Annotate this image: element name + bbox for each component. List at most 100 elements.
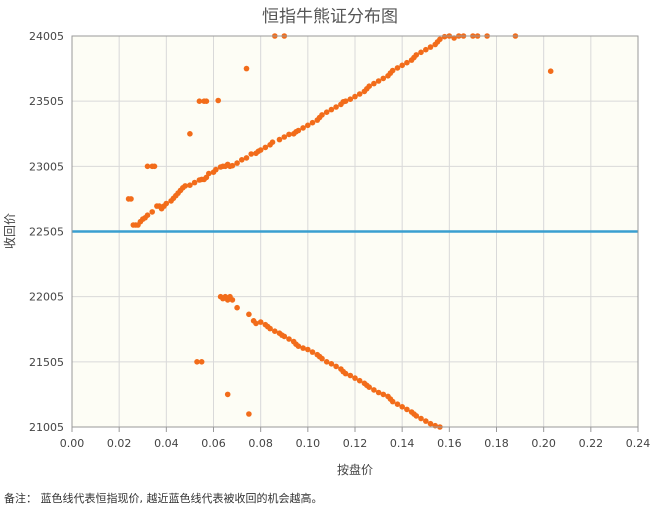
x-tick-label: 0.14 (390, 437, 415, 450)
y-tick-label: 21505 (29, 356, 64, 369)
bull-point (128, 196, 134, 202)
bull-point (300, 125, 306, 131)
bear-point (319, 355, 325, 362)
bull-point (269, 139, 276, 145)
bear-point (418, 415, 424, 422)
bull-point (371, 80, 377, 87)
x-tick-label: 0.24 (626, 437, 651, 450)
bull-point (286, 131, 292, 138)
bear-point (234, 304, 240, 311)
bull-point (144, 212, 151, 218)
bull-point (248, 151, 254, 157)
x-tick-label: 0.12 (343, 437, 368, 450)
bull-point (151, 163, 158, 170)
bear-point (253, 320, 259, 327)
bear-point (246, 411, 252, 417)
bear-point (323, 359, 330, 365)
bear-point (371, 387, 377, 393)
bull-point (281, 134, 288, 140)
bull-point (206, 170, 212, 177)
x-tick-label: 0.18 (484, 437, 509, 450)
bear-point (380, 391, 387, 398)
bull-point (451, 35, 457, 41)
bull-point (394, 65, 401, 71)
bull-point (187, 182, 193, 188)
bear-point (198, 359, 205, 365)
bear-point (257, 319, 264, 325)
x-tick-label: 0.06 (201, 437, 226, 450)
bull-point (399, 62, 406, 69)
bull-point (182, 183, 188, 189)
x-tick-label: 0.10 (296, 437, 321, 450)
bear-point (305, 346, 311, 353)
bull-point (427, 44, 434, 50)
bear-point (423, 418, 429, 424)
bull-point (389, 67, 396, 74)
bear-point (399, 404, 406, 410)
scatter-points (125, 33, 554, 430)
bull-point (319, 112, 325, 118)
bull-point (437, 36, 443, 43)
bull-point (262, 144, 269, 151)
bull-point (356, 91, 363, 97)
x-tick-label: 0.16 (437, 437, 462, 450)
footnote: 备注： 蓝色线代表恒指现价, 越近蓝色线代表被收回的机会越高。 (4, 492, 323, 505)
bull-point (234, 160, 240, 166)
bull-point (243, 155, 250, 161)
bull-point (366, 83, 373, 89)
y-tick-label: 23005 (29, 160, 64, 173)
bear-point (413, 413, 420, 419)
y-tick-label: 22005 (29, 291, 64, 304)
x-axis-label: 按盘价 (337, 462, 373, 477)
bull-point (418, 49, 424, 56)
y-tick-label: 24005 (29, 30, 64, 43)
bull-point (149, 209, 155, 215)
bear-point (375, 389, 382, 396)
bull-point (380, 75, 387, 82)
bear-point (356, 377, 363, 384)
bear-point (394, 401, 401, 408)
bull-point (328, 106, 335, 113)
x-tick-label: 0.00 (60, 437, 85, 450)
bear-point (295, 343, 302, 350)
bull-point (239, 157, 245, 163)
bear-point (281, 333, 288, 340)
bear-point (427, 420, 434, 427)
bull-point (243, 65, 250, 72)
y-axis-ticks: 21005 21505 22005 22505 23005 23505 24005 (29, 30, 64, 434)
bull-point (295, 127, 302, 134)
chart: 恒指牛熊证分布图 0.00 0.02 0.04 0.06 0.08 0.10 0.12 0.1… (3, 7, 651, 477)
bear-point (286, 336, 292, 342)
bull-point (347, 96, 354, 102)
bull-point (309, 119, 316, 126)
bull-point (333, 104, 339, 110)
bull-point (187, 131, 193, 137)
bear-point (246, 311, 252, 318)
bear-point (272, 328, 278, 335)
x-tick-label: 0.08 (248, 437, 273, 450)
bull-point (163, 200, 170, 207)
x-tick-label: 0.04 (154, 437, 179, 450)
bear-point (229, 297, 236, 303)
x-tick-label: 0.02 (107, 437, 132, 450)
bear-point (366, 384, 373, 391)
bull-point (352, 93, 358, 100)
bear-point (224, 391, 231, 398)
bull-point (196, 98, 203, 104)
x-axis-ticks: 0.00 0.02 0.04 0.06 0.08 0.10 0.12 0.14 0.16 0.18… (60, 427, 651, 450)
bull-point (413, 52, 420, 58)
bull-point (323, 109, 330, 115)
y-tick-label: 22505 (29, 226, 64, 239)
bull-point (215, 97, 221, 104)
bear-point (328, 361, 335, 367)
chart-title: 恒指牛熊证分布图 (262, 7, 398, 27)
bear-point (432, 422, 439, 429)
bull-point (342, 98, 349, 104)
bear-point (300, 345, 306, 351)
y-axis-label: 收回价 (3, 213, 17, 249)
bull-point (547, 68, 554, 74)
bull-point (404, 59, 410, 66)
bull-point (441, 33, 448, 40)
bear-point (389, 398, 396, 405)
bear-point (309, 349, 316, 355)
